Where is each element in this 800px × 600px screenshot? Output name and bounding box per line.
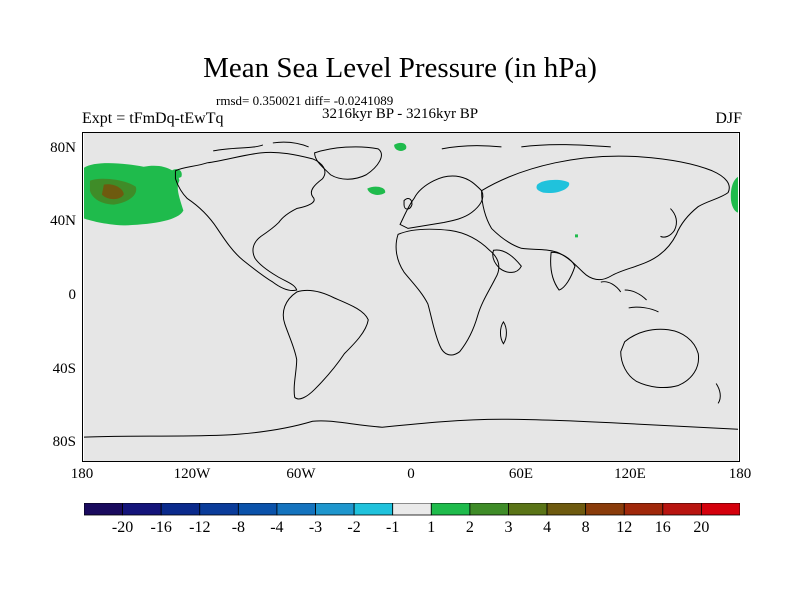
anomaly-negative-siberia: [536, 179, 570, 194]
colorbar-box: [276, 503, 316, 516]
colorbar-tick-label: -12: [189, 519, 211, 536]
colorbar-tick-label: 2: [465, 519, 474, 536]
lat-label-0: 0: [68, 287, 77, 303]
colorbar-tick-label: 16: [654, 519, 671, 536]
colorbar-box: [546, 503, 587, 516]
colorbar-tick-label: -3: [308, 519, 323, 536]
coast-arctic-islands: [213, 141, 611, 152]
coast-southeast-asia: [600, 281, 659, 313]
anomaly-positive-alaska-shelf: [171, 169, 182, 178]
coast-japan: [660, 208, 677, 238]
coast-uk: [403, 198, 413, 210]
period-subtitle: 3216kyr BP - 3216kyr BP: [322, 106, 479, 122]
season-label: DJF: [715, 110, 742, 127]
stats-subtitle: rmsd= 0.350021 diff= -0.0241089: [216, 93, 394, 108]
anomaly-fills: [83, 142, 739, 238]
colorbar-box: [84, 503, 123, 516]
lon-label-0: 0: [407, 466, 415, 482]
coast-south-america: [282, 289, 369, 400]
colorbar-tick-label: 3: [504, 519, 513, 536]
coast-india: [550, 251, 576, 291]
anomaly-positive-asia-speck: [575, 234, 578, 238]
colorbar-tick-label: -2: [347, 519, 361, 536]
anomaly-positive-north-pacific-core: [101, 184, 124, 200]
lon-label-60w: 60W: [286, 466, 316, 482]
colorbar-tick-label: 8: [581, 519, 590, 536]
coast-madagascar: [499, 320, 507, 345]
colorbar-box: [508, 503, 548, 516]
colorbar-tick-label: -1: [386, 519, 400, 536]
colorbar-box: [585, 503, 625, 516]
map-background: [83, 133, 739, 461]
lon-label-180w: 180: [70, 466, 94, 482]
colorbar-box: [237, 503, 278, 516]
colorbar-box: [623, 503, 664, 516]
chart-title: Mean Sea Level Pressure (in hPa): [203, 52, 597, 84]
experiment-label: Expt = tFmDq-tEwTq: [82, 110, 224, 127]
colorbar-box: [160, 503, 201, 516]
colorbar-tick-label: 20: [693, 519, 710, 536]
anomaly-positive-east-edge: [730, 176, 739, 213]
colorbar-box: [662, 503, 702, 516]
anomaly-positive-arctic: [394, 142, 407, 151]
colorbar-tick-label: -16: [150, 519, 172, 536]
colorbar-box: [353, 503, 394, 516]
coast-europe: [399, 175, 484, 229]
coast-north-america: [174, 151, 326, 292]
colorbar-tick-label: 12: [616, 519, 633, 536]
lat-label-80s: 80S: [52, 434, 76, 450]
lat-label-40n: 40N: [50, 213, 76, 229]
colorbar-tick-label: 4: [543, 519, 552, 536]
colorbar-box: [199, 503, 239, 516]
coast-antarctica: [83, 418, 739, 438]
colorbar-tick-label: 1: [427, 519, 436, 536]
colorbar-box: [392, 503, 432, 516]
coastlines: [83, 141, 739, 438]
anomaly-positive-atlantic: [367, 186, 386, 195]
lon-label-120e: 120E: [614, 466, 646, 482]
map-panel: [82, 132, 740, 462]
coast-arabia: [492, 249, 522, 273]
coast-new-zealand: [715, 383, 721, 404]
coast-australia: [620, 328, 700, 389]
coast-asia: [481, 155, 730, 281]
colorbar: [84, 503, 740, 516]
colorbar-tick-label: -20: [111, 519, 134, 536]
colorbar-tick-label: -4: [270, 519, 284, 536]
colorbar-box: [122, 503, 162, 516]
lat-label-80n: 80N: [50, 140, 76, 156]
colorbar-boxes: [84, 503, 740, 516]
coast-africa: [395, 228, 500, 356]
colorbar-box: [430, 503, 471, 516]
colorbar-box: [469, 503, 509, 516]
lon-label-60e: 60E: [508, 466, 534, 482]
lat-label-40s: 40S: [52, 361, 76, 377]
colorbar-box: [315, 503, 355, 516]
lon-label-180e: 180: [728, 466, 752, 482]
lon-label-120w: 120W: [173, 466, 211, 482]
colorbar-tick-label: -8: [231, 519, 246, 536]
colorbar-box: [701, 503, 740, 516]
coast-greenland: [314, 146, 382, 180]
